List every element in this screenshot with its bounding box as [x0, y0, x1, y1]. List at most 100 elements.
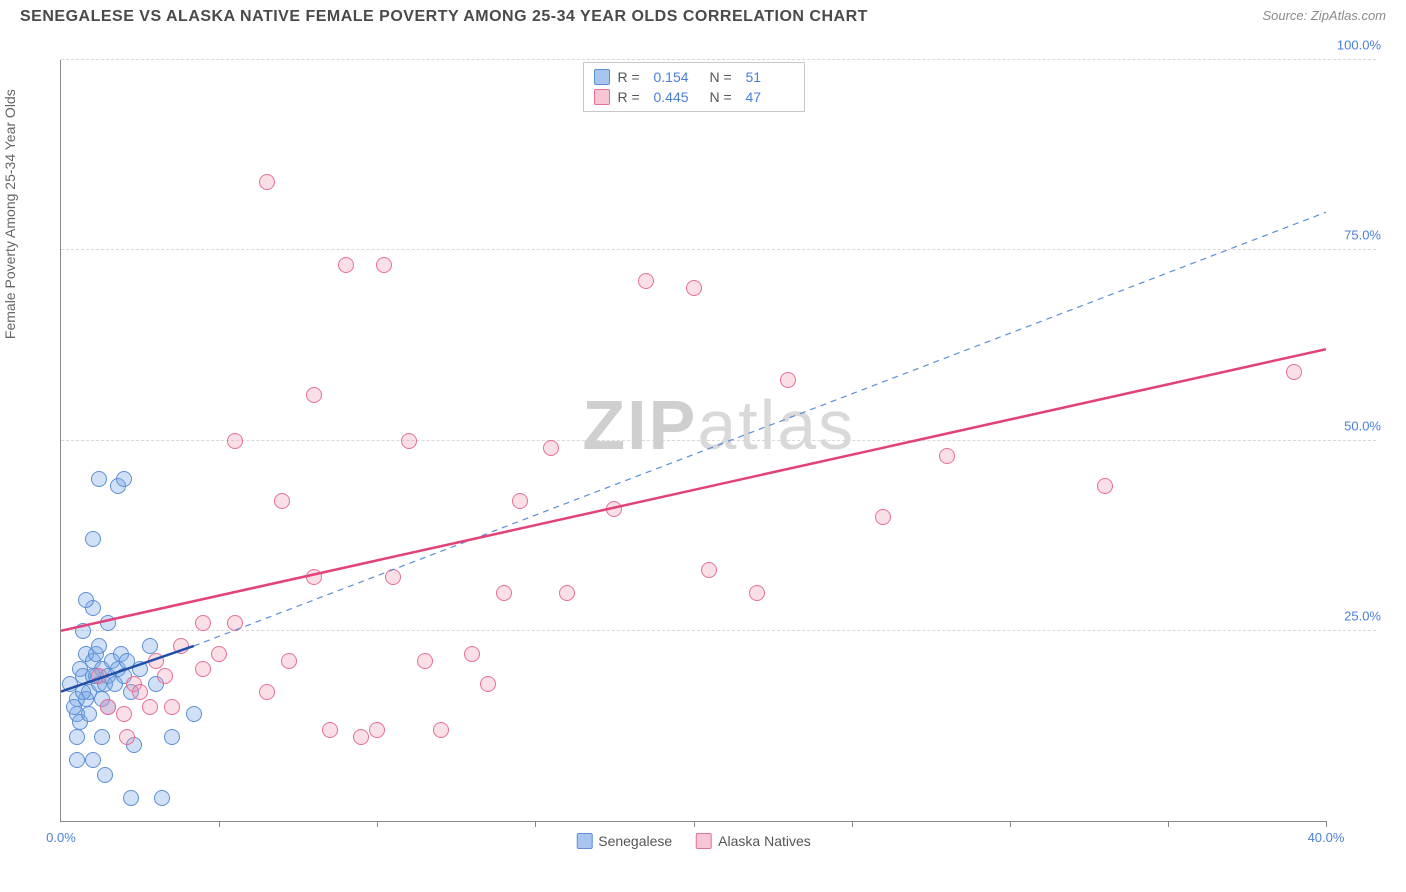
point-senegalese — [132, 661, 148, 677]
point-alaska — [306, 387, 322, 403]
point-alaska — [606, 501, 622, 517]
swatch-alaska — [594, 89, 610, 105]
point-alaska — [369, 722, 385, 738]
point-alaska — [281, 653, 297, 669]
legend-item-alaska: Alaska Natives — [696, 833, 811, 849]
x-tick — [377, 821, 378, 827]
point-alaska — [173, 638, 189, 654]
x-tick — [219, 821, 220, 827]
point-alaska — [543, 440, 559, 456]
point-senegalese — [142, 638, 158, 654]
point-senegalese — [154, 790, 170, 806]
point-alaska — [638, 273, 654, 289]
point-alaska — [939, 448, 955, 464]
point-alaska — [211, 646, 227, 662]
swatch-senegalese — [594, 69, 610, 85]
chart-container: Female Poverty Among 25-34 Year Olds ZIP… — [20, 40, 1386, 872]
point-alaska — [417, 653, 433, 669]
y-tick-label: 100.0% — [1337, 38, 1381, 53]
stats-legend: R = 0.154 N = 51 R = 0.445 N = 47 — [583, 62, 805, 112]
point-alaska — [274, 493, 290, 509]
x-tick — [1168, 821, 1169, 827]
point-alaska — [322, 722, 338, 738]
gridline-horizontal — [61, 249, 1376, 250]
y-axis-label: Female Poverty Among 25-34 Year Olds — [2, 89, 18, 339]
point-alaska — [512, 493, 528, 509]
bottom-legend: Senegalese Alaska Natives — [576, 833, 811, 849]
point-senegalese — [69, 752, 85, 768]
point-alaska — [306, 569, 322, 585]
stats-row-alaska: R = 0.445 N = 47 — [594, 87, 794, 107]
point-senegalese — [91, 471, 107, 487]
point-alaska — [100, 699, 116, 715]
point-alaska — [148, 653, 164, 669]
gridline-horizontal — [61, 440, 1376, 441]
gridline-horizontal — [61, 59, 1376, 60]
point-alaska — [875, 509, 891, 525]
point-senegalese — [94, 729, 110, 745]
point-alaska — [195, 615, 211, 631]
stats-row-senegalese: R = 0.154 N = 51 — [594, 67, 794, 87]
point-senegalese — [164, 729, 180, 745]
point-senegalese — [186, 706, 202, 722]
point-alaska — [1286, 364, 1302, 380]
point-alaska — [338, 257, 354, 273]
gridline-horizontal — [61, 630, 1376, 631]
point-senegalese — [85, 531, 101, 547]
x-tick — [1326, 821, 1327, 827]
point-alaska — [164, 699, 180, 715]
point-alaska — [132, 684, 148, 700]
y-tick-label: 50.0% — [1344, 418, 1381, 433]
point-alaska — [353, 729, 369, 745]
point-senegalese — [123, 790, 139, 806]
legend-item-senegalese: Senegalese — [576, 833, 672, 849]
y-tick-label: 75.0% — [1344, 228, 1381, 243]
point-alaska — [385, 569, 401, 585]
point-alaska — [701, 562, 717, 578]
source-attribution: Source: ZipAtlas.com — [1262, 8, 1386, 23]
point-alaska — [780, 372, 796, 388]
point-alaska — [91, 668, 107, 684]
x-tick-label: 0.0% — [46, 830, 76, 845]
point-senegalese — [75, 623, 91, 639]
point-alaska — [559, 585, 575, 601]
point-senegalese — [91, 638, 107, 654]
point-alaska — [259, 174, 275, 190]
point-alaska — [259, 684, 275, 700]
point-alaska — [1097, 478, 1113, 494]
point-alaska — [496, 585, 512, 601]
point-alaska — [464, 646, 480, 662]
x-tick — [694, 821, 695, 827]
point-alaska — [116, 706, 132, 722]
x-tick-label: 40.0% — [1308, 830, 1345, 845]
point-alaska — [376, 257, 392, 273]
x-tick — [1010, 821, 1011, 827]
chart-title: SENEGALESE VS ALASKA NATIVE FEMALE POVER… — [20, 8, 868, 26]
x-tick — [852, 821, 853, 827]
plot-area: ZIPatlas R = 0.154 N = 51 R = 0.445 N = … — [60, 60, 1326, 822]
x-tick — [535, 821, 536, 827]
point-alaska — [195, 661, 211, 677]
point-alaska — [142, 699, 158, 715]
point-alaska — [157, 668, 173, 684]
point-senegalese — [69, 729, 85, 745]
point-alaska — [119, 729, 135, 745]
y-tick-label: 25.0% — [1344, 608, 1381, 623]
point-senegalese — [78, 592, 94, 608]
point-alaska — [686, 280, 702, 296]
point-senegalese — [81, 706, 97, 722]
point-alaska — [401, 433, 417, 449]
point-senegalese — [75, 684, 91, 700]
point-senegalese — [100, 615, 116, 631]
point-alaska — [227, 615, 243, 631]
point-senegalese — [97, 767, 113, 783]
trend-lines — [61, 60, 1326, 821]
swatch-senegalese-2 — [576, 833, 592, 849]
point-alaska — [227, 433, 243, 449]
point-alaska — [749, 585, 765, 601]
watermark: ZIPatlas — [582, 385, 855, 465]
point-senegalese — [116, 471, 132, 487]
swatch-alaska-2 — [696, 833, 712, 849]
point-alaska — [433, 722, 449, 738]
point-senegalese — [85, 752, 101, 768]
